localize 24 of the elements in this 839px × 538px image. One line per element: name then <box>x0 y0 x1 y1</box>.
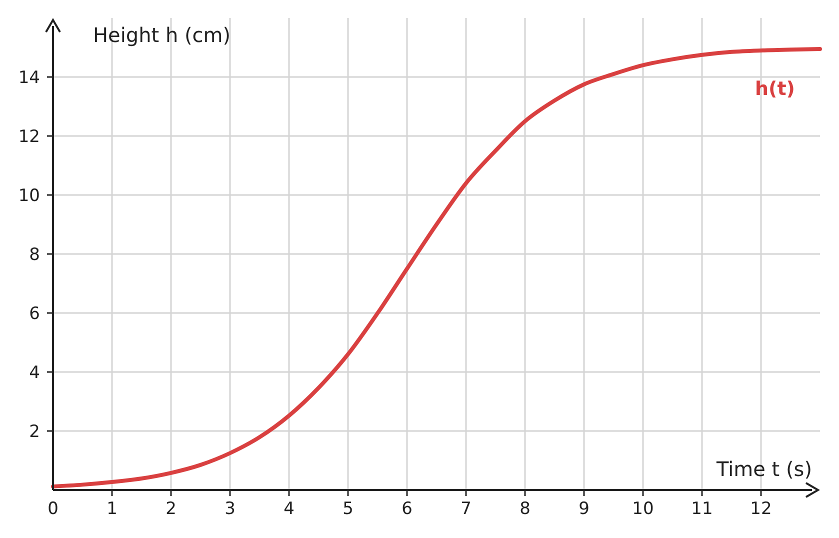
x-tick-label: 10 <box>632 499 654 519</box>
x-tick-label: 4 <box>284 499 294 519</box>
x-tick-label: 0 <box>48 499 58 519</box>
y-tick-label: 8 <box>29 245 40 265</box>
line-series <box>51 46 822 488</box>
y-tick-label: 10 <box>18 186 40 206</box>
y-tick-label: 12 <box>18 127 40 147</box>
series-label: h(t) <box>755 78 795 100</box>
x-tick-label: 9 <box>578 499 590 519</box>
y-axis-title: Height h (cm) <box>93 23 231 47</box>
y-tick-label: 14 <box>18 68 40 88</box>
x-tick-label: 1 <box>106 499 118 519</box>
x-tick-label: 5 <box>342 499 354 519</box>
y-tick-label: 2 <box>29 422 40 442</box>
y-tick-label: 4 <box>29 363 40 383</box>
x-tick-label: 3 <box>224 499 236 519</box>
x-tick-label: 7 <box>460 499 472 519</box>
x-tick-label: 8 <box>520 499 530 519</box>
x-tick-label: 2 <box>166 499 176 519</box>
y-tick-label: 6 <box>29 304 40 324</box>
x-tick-label: 6 <box>402 499 412 519</box>
x-tick-label: 12 <box>750 499 772 519</box>
x-axis-title: Time t (s) <box>715 457 812 481</box>
x-tick-label: 11 <box>691 499 713 519</box>
